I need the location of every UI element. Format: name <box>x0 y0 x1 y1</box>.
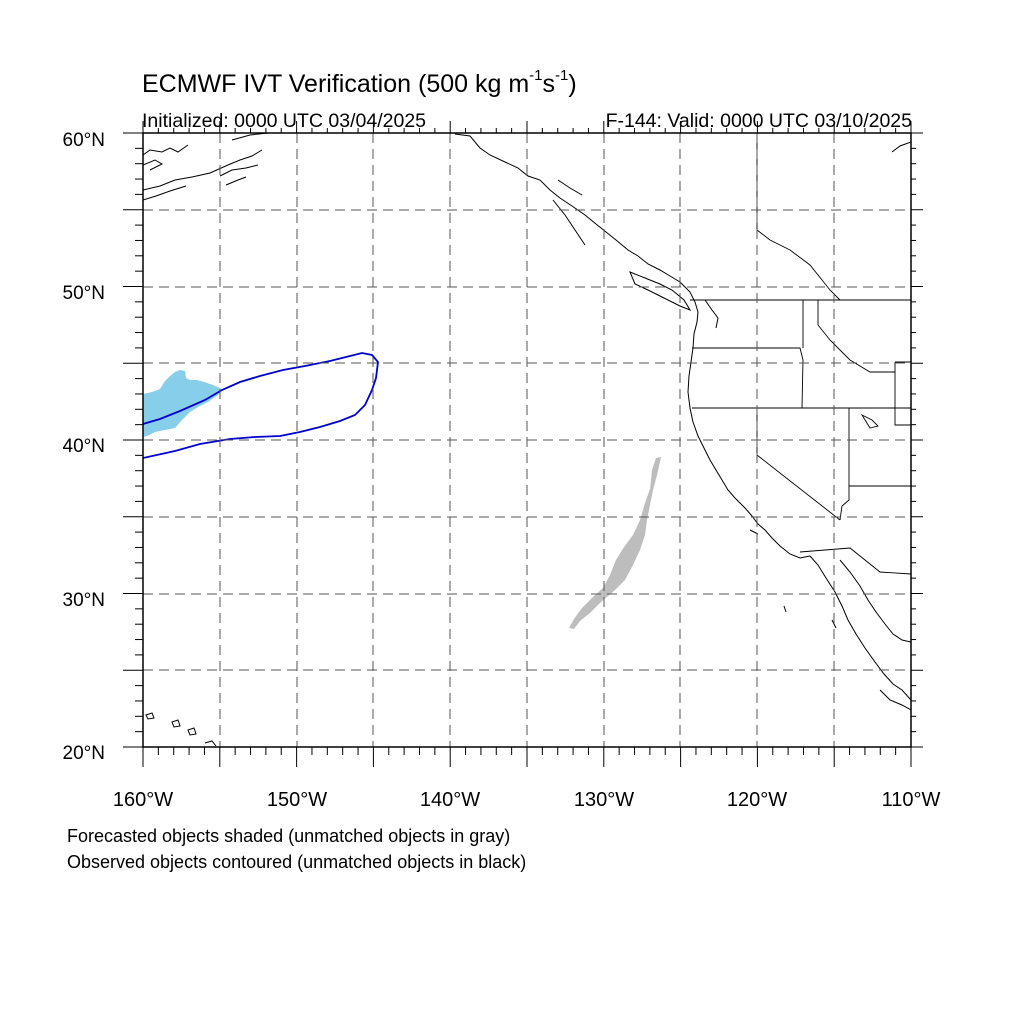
lat-label-50n: 50°N <box>63 283 105 304</box>
observed-object-contour <box>143 352 379 459</box>
initialized-label: Initialized: 0000 UTC 03/04/2025 <box>142 110 427 132</box>
lon-label-120w: 120°W <box>727 789 787 811</box>
lon-label-150w: 150°W <box>267 789 327 811</box>
latitude-labels: 60°N 50°N 40°N 30°N 20°N <box>63 130 105 764</box>
legend-forecast-note: Forecasted objects shaded (unmatched obj… <box>67 826 511 846</box>
grid-lines <box>143 133 911 747</box>
valid-time-label: F-144: Valid: 0000 UTC 03/10/2025 <box>605 110 912 132</box>
forecast-object-unmatched <box>569 457 661 629</box>
lat-label-60n: 60°N <box>63 130 105 151</box>
lon-label-160w: 160°W <box>113 789 173 811</box>
legend-observed-note: Observed objects contoured (unmatched ob… <box>67 852 527 872</box>
lon-label-110w: 110°W <box>882 789 941 811</box>
axis-ticks <box>123 121 923 767</box>
political-borders <box>690 133 911 575</box>
lat-label-30n: 30°N <box>63 590 105 611</box>
longitude-labels: 160°W 150°W 140°W 130°W 120°W 110°W <box>113 789 941 811</box>
lon-label-140w: 140°W <box>420 789 480 811</box>
coastlines <box>143 133 911 747</box>
lat-label-20n: 20°N <box>63 743 105 764</box>
chart-title: ECMWF IVT Verification (500 kg m-1s-1) <box>142 67 577 98</box>
lat-label-40n: 40°N <box>63 436 105 457</box>
lon-label-130w: 130°W <box>574 789 634 811</box>
forecast-object-matched <box>143 370 222 437</box>
